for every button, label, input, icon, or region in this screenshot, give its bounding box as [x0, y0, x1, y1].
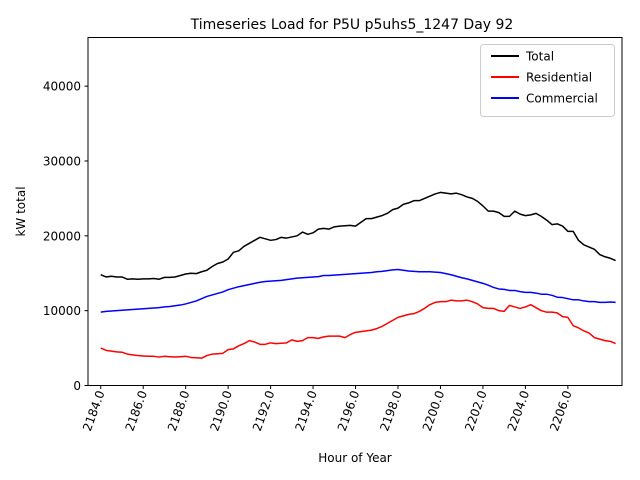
x-axis-label: Hour of Year [318, 451, 392, 465]
series-line-total [100, 191, 616, 280]
legend-label-residential: Residential [526, 71, 592, 85]
plot-frame [87, 37, 623, 386]
y-tick-label: 40000 [43, 80, 81, 94]
y-tick-label: 20000 [43, 229, 81, 243]
series-line-commercial [100, 268, 616, 313]
y-tick-label: 0 [73, 379, 81, 393]
y-tick-label: 10000 [43, 304, 81, 318]
chart-title: Timeseries Load for P5U p5uhs5_1247 Day … [190, 17, 514, 33]
legend: Total Residential Commercial [480, 44, 615, 117]
series-line-residential [100, 299, 616, 359]
legend-label-total: Total [525, 50, 554, 64]
legend-label-commercial: Commercial [526, 92, 598, 106]
y-axis-label: kW total [14, 186, 28, 236]
series-layer [100, 191, 616, 359]
y-tick-label: 30000 [43, 154, 81, 168]
